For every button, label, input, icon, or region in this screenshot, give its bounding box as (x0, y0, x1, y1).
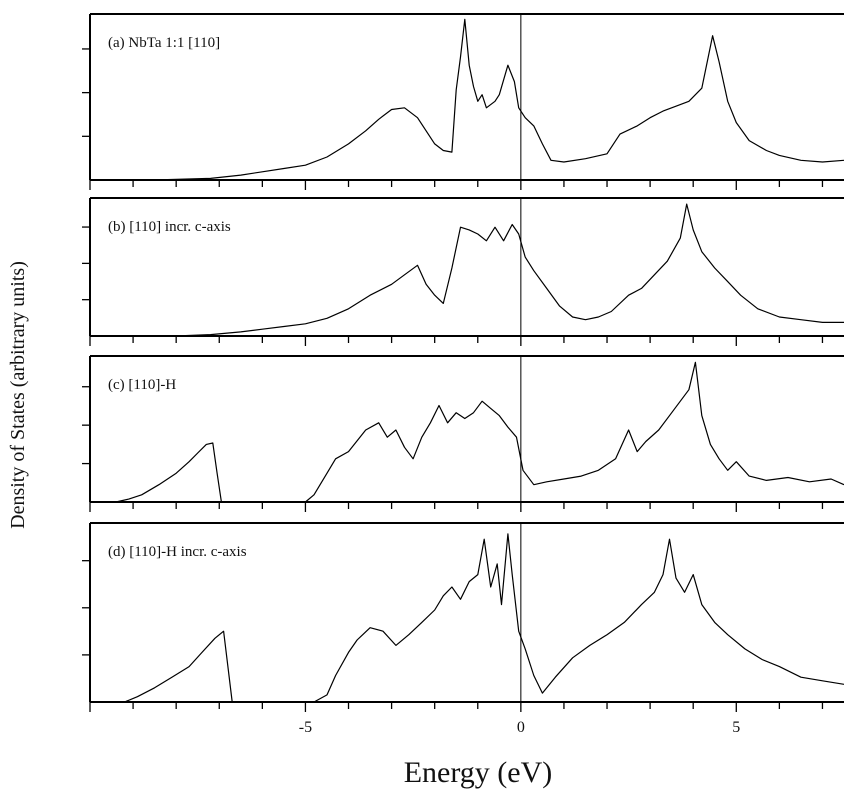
x-tick-label: 0 (517, 719, 525, 736)
panel-label: (c) [110]-H (108, 377, 176, 393)
panel-b: (b) [110] incr. c-axis (82, 197, 844, 346)
panels: (a) NbTa 1:1 [110] (b) [110] incr. c-axis… (82, 13, 844, 712)
dos-curve (90, 361, 844, 503)
panel-label: (d) [110]-H incr. c-axis (108, 544, 247, 560)
dos-curve (90, 203, 844, 337)
x-axis-title: Energy (eV) (404, 756, 553, 789)
panel-label: (a) NbTa 1:1 [110] (108, 35, 220, 51)
panel-c: (c) [110]-H (82, 355, 844, 512)
dos-curve (90, 533, 844, 703)
panel-label: (b) [110] incr. c-axis (108, 219, 231, 235)
panel-d: (d) [110]-H incr. c-axis (82, 522, 844, 712)
panel-a: (a) NbTa 1:1 [110] (82, 13, 844, 190)
y-axis-title: Density of States (arbitrary units) (7, 261, 29, 529)
x-tick-labels: -5 0 5 (299, 719, 741, 736)
dos-curve (90, 18, 844, 181)
x-tick-label: -5 (299, 719, 312, 736)
x-tick-label: 5 (732, 719, 740, 736)
